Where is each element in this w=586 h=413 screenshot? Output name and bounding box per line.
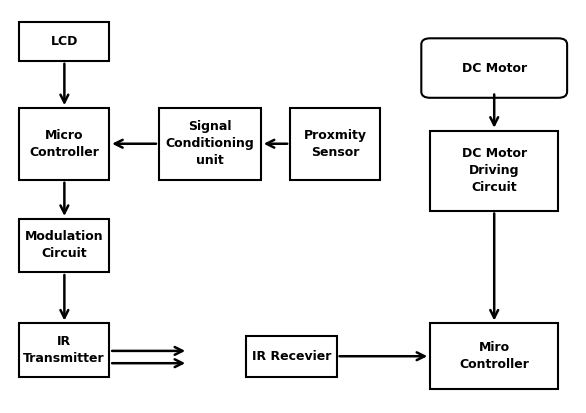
FancyBboxPatch shape <box>246 336 337 377</box>
Text: IR Recevier: IR Recevier <box>252 350 331 363</box>
Text: IR
Transmitter: IR Transmitter <box>23 335 105 365</box>
Text: Micro
Controller: Micro Controller <box>29 129 99 159</box>
Text: Signal
Conditioning
unit: Signal Conditioning unit <box>165 121 254 167</box>
Text: Modulation
Circuit: Modulation Circuit <box>25 230 103 261</box>
FancyBboxPatch shape <box>19 219 109 272</box>
Text: Miro
Controller: Miro Controller <box>459 341 529 371</box>
Text: LCD: LCD <box>50 35 78 48</box>
FancyBboxPatch shape <box>430 131 558 211</box>
Text: DC Motor
Driving
Circuit: DC Motor Driving Circuit <box>462 147 527 194</box>
FancyBboxPatch shape <box>159 108 261 180</box>
Text: DC Motor: DC Motor <box>462 62 527 75</box>
Text: Proxmity
Sensor: Proxmity Sensor <box>304 129 367 159</box>
FancyBboxPatch shape <box>19 22 109 61</box>
FancyBboxPatch shape <box>19 323 109 377</box>
FancyBboxPatch shape <box>19 108 109 180</box>
FancyBboxPatch shape <box>430 323 558 389</box>
FancyBboxPatch shape <box>421 38 567 98</box>
FancyBboxPatch shape <box>290 108 380 180</box>
